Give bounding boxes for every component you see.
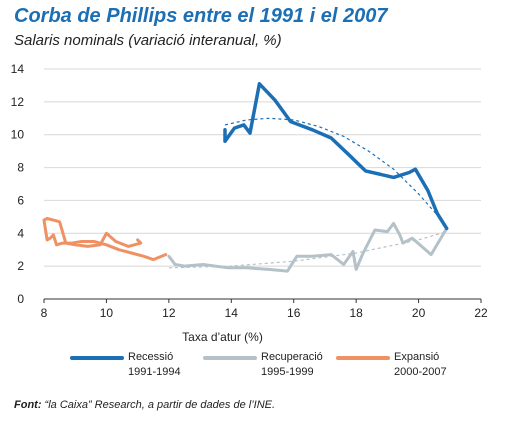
- legend-recuperacio-period: 1995-1999: [261, 366, 314, 378]
- y-tick-label: 8: [17, 161, 24, 175]
- source-note: Font: “la Caixa” Research, a partir de d…: [14, 399, 275, 411]
- legend-expansio-label: Expansió: [394, 351, 439, 363]
- y-tick-label: 4: [17, 226, 24, 240]
- expansio-line: [42, 217, 168, 262]
- legend-expansio-period: 2000-2007: [394, 366, 447, 378]
- y-tick-label: 2: [17, 259, 24, 273]
- legend-recessio-period: 1991-1994: [128, 366, 181, 378]
- y-tick-label: 10: [11, 128, 25, 142]
- x-tick-label: 18: [349, 306, 363, 320]
- source-text: “la Caixa” Research, a partir de dades d…: [41, 399, 276, 411]
- x-axis-title: Taxa d’atur (%): [182, 330, 263, 344]
- legend-recuperacio-label: Recuperació: [261, 351, 323, 363]
- recuperacio-trendline: [168, 231, 447, 269]
- x-tick-label: 10: [100, 306, 114, 320]
- x-tick-label: 14: [225, 306, 239, 320]
- x-tick-label: 12: [162, 306, 176, 320]
- chart-subtitle: Salaris nominals (variació interanual, %…: [14, 32, 282, 49]
- y-tick-label: 0: [17, 292, 24, 306]
- phillips-curve-chart: 0 2 4 6 8 10 12 14 8 10 12 14 16 18 20 22 Taxa d’atur (%…: [11, 62, 488, 378]
- y-tick-label: 14: [11, 62, 25, 76]
- x-tick-label: 8: [41, 306, 48, 320]
- source-label: Font:: [14, 399, 42, 411]
- chart-title: Corba de Phillips entre el 1991 i el 200…: [14, 5, 388, 27]
- y-tick-label: 12: [11, 95, 25, 109]
- recessio-line: [223, 82, 449, 231]
- x-tick-label: 22: [474, 306, 488, 320]
- x-tick-label: 16: [287, 306, 301, 320]
- legend-recessio-label: Recessió: [128, 351, 173, 363]
- x-tick-label: 20: [412, 306, 426, 320]
- y-tick-label: 6: [17, 193, 24, 207]
- recuperacio-line: [167, 221, 449, 273]
- recessio-trendline: [224, 117, 448, 228]
